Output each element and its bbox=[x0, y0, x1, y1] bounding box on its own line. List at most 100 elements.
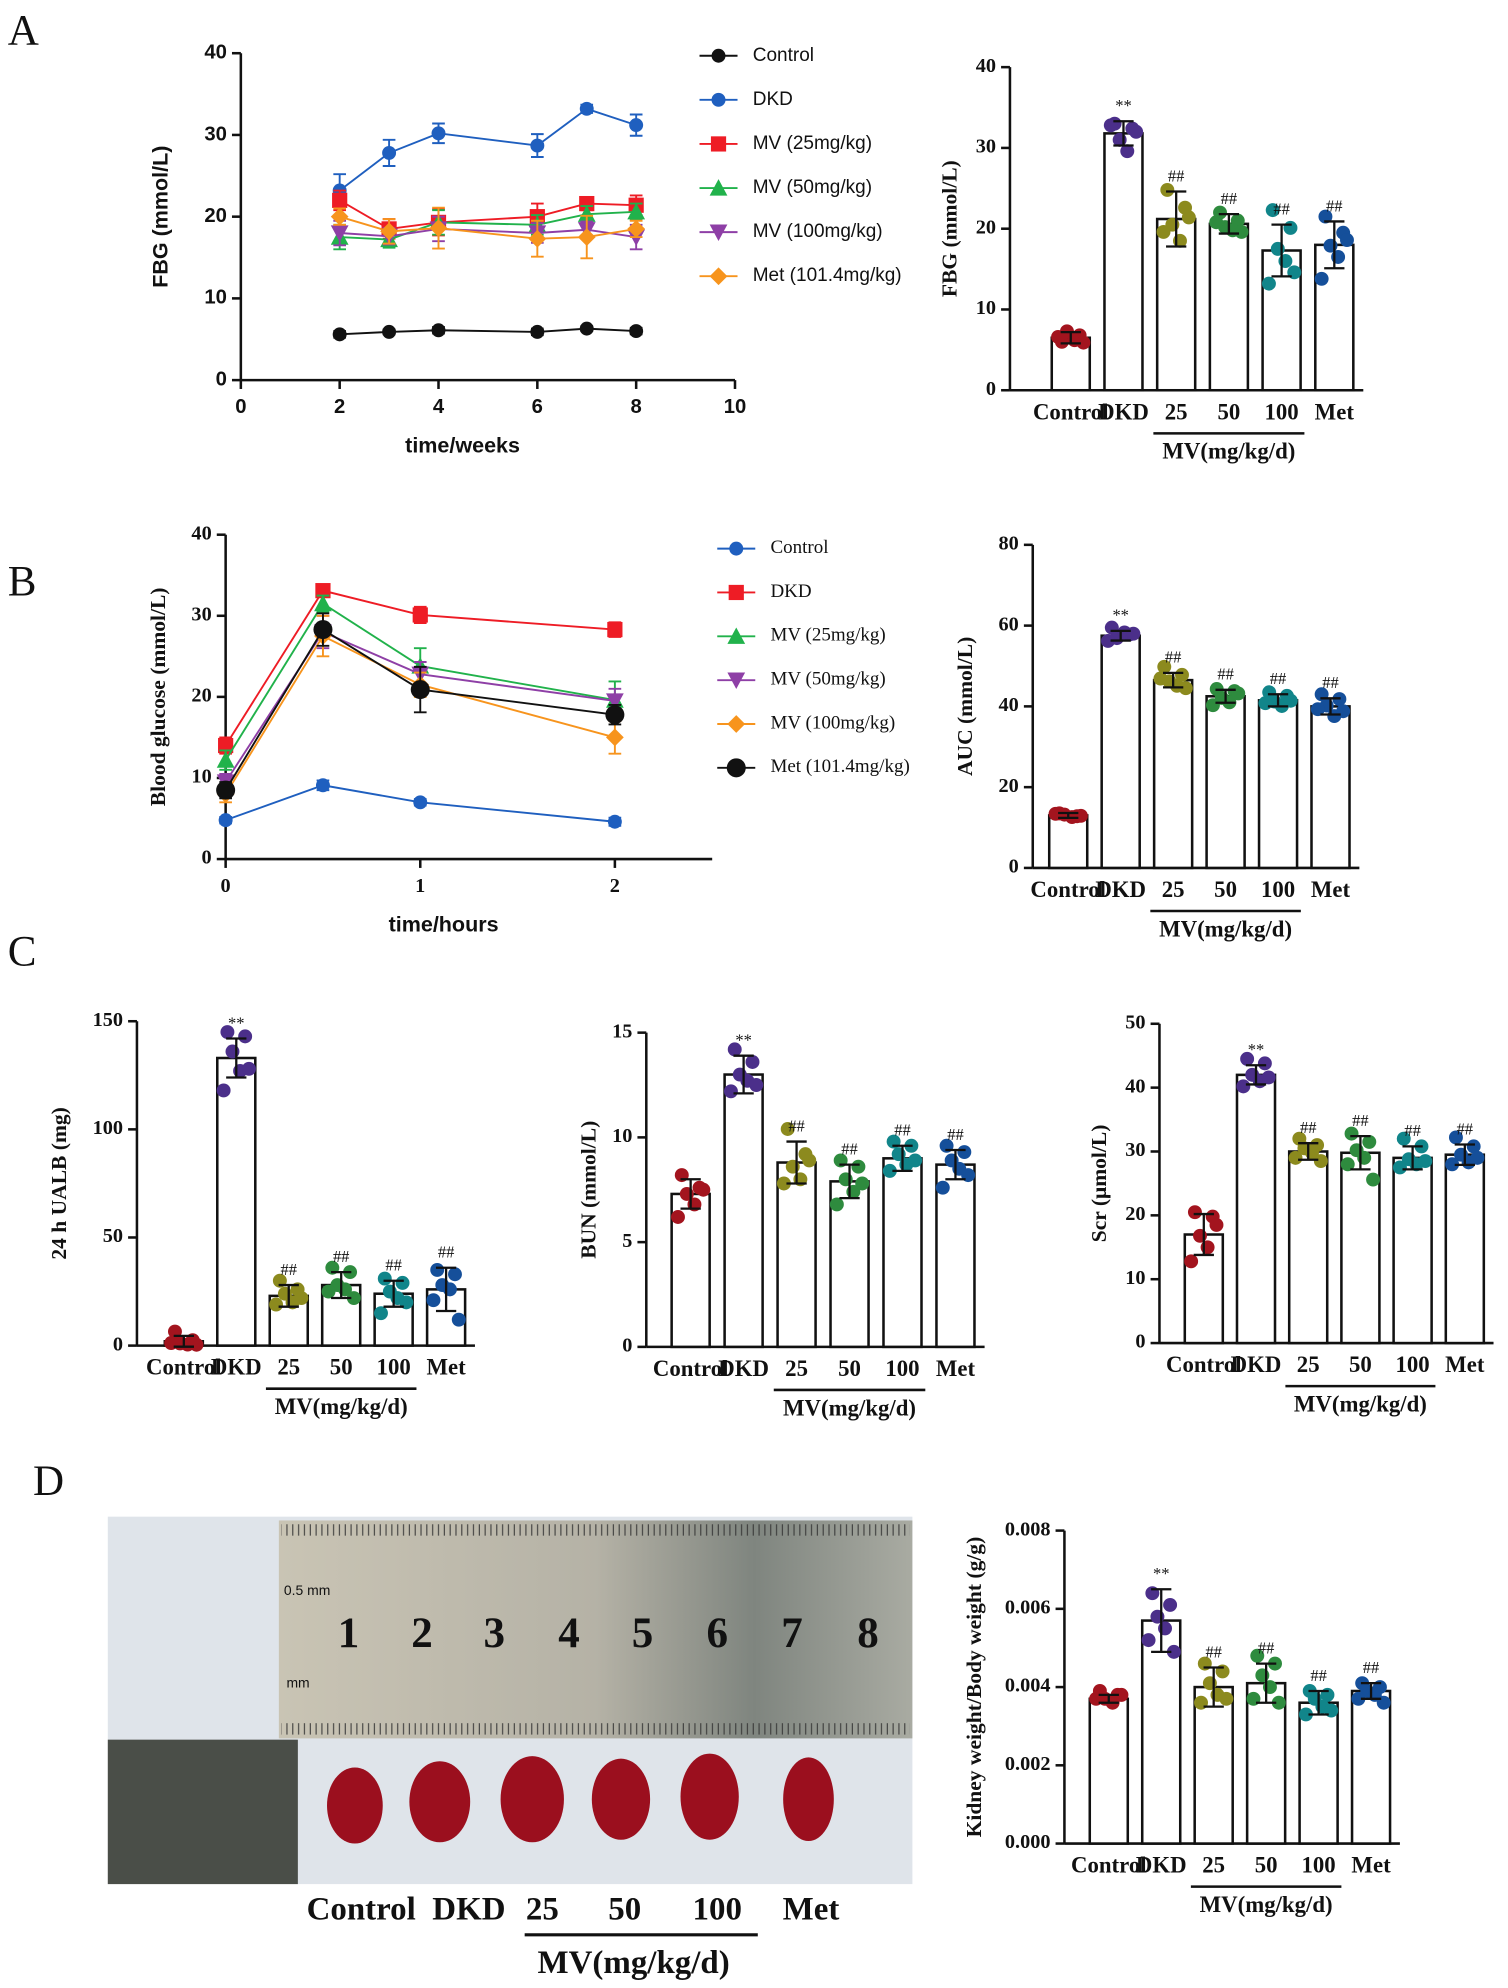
data-point bbox=[1351, 1691, 1366, 1706]
y-tick-label: 100 bbox=[93, 1117, 123, 1139]
y-axis-title: FBG (mmol/L) bbox=[148, 146, 172, 288]
bar bbox=[1100, 634, 1141, 870]
data-point bbox=[1265, 203, 1280, 218]
error-bar bbox=[173, 1334, 194, 1348]
marker bbox=[380, 222, 398, 241]
y-tick-label: 40 bbox=[204, 42, 227, 64]
data-point bbox=[321, 1284, 336, 1299]
x-tick-label: 50 bbox=[330, 1355, 353, 1380]
data-point bbox=[1283, 693, 1298, 708]
marker bbox=[577, 205, 596, 222]
data-point bbox=[1240, 1051, 1255, 1066]
small-ruler bbox=[107, 1739, 298, 1885]
kidneys bbox=[327, 1753, 834, 1844]
x-tick-label: Control bbox=[1166, 1352, 1242, 1377]
bar-chart: 0 5 10 15 BUN (mmol/L) Control ** DKD ## 25 ## 50 ##… bbox=[577, 1020, 985, 1420]
y-tick-label: 40 bbox=[1125, 1075, 1145, 1097]
x-tick-label: 25 bbox=[1297, 1352, 1320, 1377]
error-bar bbox=[1151, 1588, 1172, 1654]
y-tick-label: 30 bbox=[191, 603, 211, 625]
x-tick-label: 2 bbox=[334, 396, 345, 418]
photo: 1 2 3 4 5 6 7 8 0.5 mm mm bbox=[107, 1516, 913, 1885]
x-tick-label: DKD bbox=[1095, 877, 1146, 902]
data-point bbox=[802, 1153, 817, 1168]
x-tick-label: Met bbox=[426, 1355, 466, 1380]
x-tick-label: 100 bbox=[377, 1355, 411, 1380]
marker bbox=[607, 621, 623, 638]
marker bbox=[330, 225, 349, 242]
significance-label: ## bbox=[1457, 1119, 1473, 1138]
kidney bbox=[591, 1758, 651, 1840]
significance-label: ## bbox=[385, 1256, 401, 1275]
legend-label: MV (50mg/kg) bbox=[770, 669, 885, 690]
y-axis-title: 24 h UALB (mg) bbox=[47, 1107, 71, 1259]
x-tick-label: 50 bbox=[838, 1356, 861, 1381]
marker bbox=[315, 778, 330, 793]
x-tick-label: 100 bbox=[1261, 877, 1295, 902]
data-point bbox=[1392, 1160, 1407, 1175]
error-bar bbox=[1402, 1145, 1423, 1171]
error-bar bbox=[1267, 693, 1289, 708]
series-line bbox=[339, 199, 637, 230]
x-tick-label: 50 bbox=[1349, 1352, 1372, 1377]
x-tick-label: 50 bbox=[1255, 1853, 1278, 1878]
x-tick-label: DKD bbox=[1098, 399, 1149, 424]
data-point bbox=[1283, 220, 1298, 235]
data-point bbox=[1448, 1130, 1463, 1145]
data-point bbox=[1073, 808, 1088, 823]
ruler-number: 1 bbox=[338, 1610, 360, 1657]
x-tick-label: 6 bbox=[532, 396, 543, 418]
y-axis-title: Blood glucose (mmol/L) bbox=[146, 588, 170, 807]
significance-label: ** bbox=[1153, 1564, 1169, 1583]
x-tick-label: 25 bbox=[785, 1356, 808, 1381]
bar-chart: 0 10 20 30 40 50 Scr (μmol/L) Control ** DKD ## 25 #… bbox=[1087, 1011, 1494, 1416]
y-tick-label: 0 bbox=[202, 847, 212, 869]
bar bbox=[1350, 1689, 1392, 1845]
marker bbox=[413, 795, 428, 810]
y-tick-label: 80 bbox=[999, 532, 1019, 554]
marker bbox=[711, 48, 726, 63]
photo-group-label: 25 bbox=[526, 1892, 559, 1928]
series-line bbox=[224, 602, 616, 761]
error-bar bbox=[435, 1266, 457, 1313]
photo-group-label: Met bbox=[783, 1892, 840, 1928]
y-tick-label: 60 bbox=[999, 613, 1019, 635]
data-point bbox=[1231, 686, 1246, 701]
bar bbox=[1047, 814, 1089, 870]
marker bbox=[709, 267, 728, 286]
series-line bbox=[339, 327, 637, 336]
data-point bbox=[1314, 271, 1329, 286]
y-tick-label: 10 bbox=[976, 297, 996, 319]
x-tick-label: 100 bbox=[1396, 1352, 1430, 1377]
ruler-number: 2 bbox=[411, 1610, 433, 1657]
error-bar bbox=[733, 1054, 754, 1095]
data-point bbox=[426, 1293, 441, 1308]
marker bbox=[330, 207, 349, 226]
kidney bbox=[783, 1757, 834, 1842]
error-bar bbox=[945, 1148, 966, 1181]
data-point bbox=[220, 1025, 235, 1040]
bar bbox=[1183, 1233, 1225, 1345]
series-line bbox=[339, 210, 637, 241]
group-label: MV(mg/kg/d) bbox=[1294, 1391, 1427, 1416]
significance-label: ## bbox=[1273, 200, 1289, 219]
significance-label: ## bbox=[947, 1125, 963, 1144]
marker bbox=[727, 715, 746, 733]
significance-label: ## bbox=[1165, 648, 1181, 667]
x-tick-label: Met bbox=[1445, 1352, 1485, 1377]
error-bar bbox=[1113, 120, 1134, 147]
photo-group-label: DKD bbox=[432, 1892, 505, 1928]
x-tick-label: 4 bbox=[433, 396, 445, 418]
bar-chart: 0 10 20 30 40 FBG (mmol/L) Control ** DKD ## 25 ## 5… bbox=[938, 55, 1364, 464]
marker bbox=[728, 584, 744, 601]
bar bbox=[1103, 132, 1144, 392]
significance-label: ## bbox=[1258, 1638, 1274, 1657]
bar bbox=[1287, 1150, 1329, 1345]
y-tick-label: 0.004 bbox=[1005, 1675, 1051, 1697]
y-tick-label: 0.002 bbox=[1005, 1753, 1051, 1775]
error-bar bbox=[1308, 1689, 1329, 1716]
data-point bbox=[1261, 276, 1276, 291]
y-tick-label: 50 bbox=[1125, 1011, 1145, 1033]
data-point bbox=[776, 1176, 791, 1191]
y-axis-title: BUN (mmol/L) bbox=[577, 1121, 601, 1259]
